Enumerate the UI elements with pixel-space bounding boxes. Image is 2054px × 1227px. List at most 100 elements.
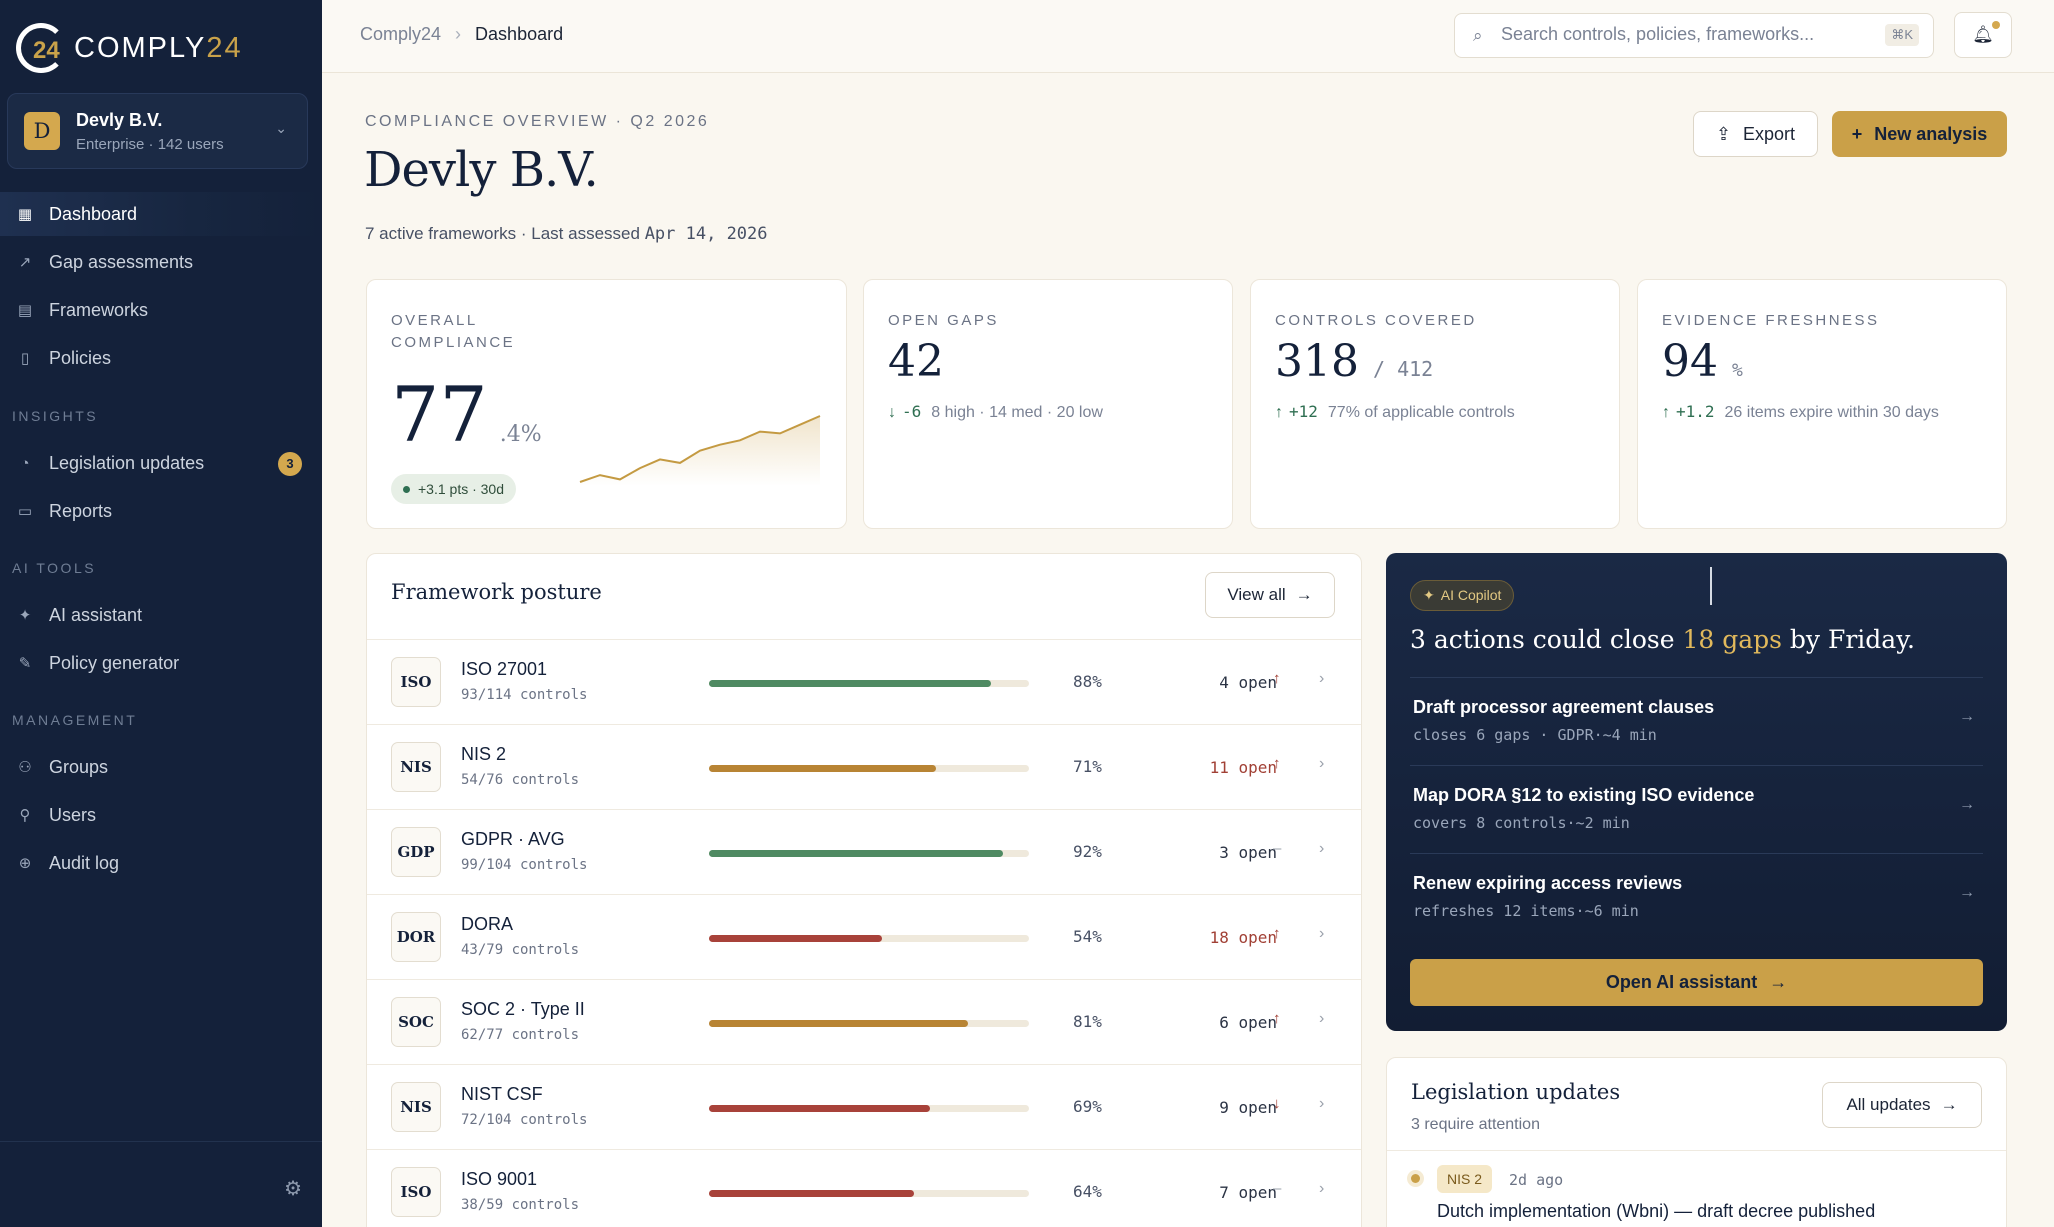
open-count: 6 open (1219, 1013, 1277, 1032)
framework-controls: 99/104 controls (461, 857, 588, 873)
breadcrumb-root[interactable]: Comply24 (360, 24, 442, 44)
trend-icon: ↗ (18, 254, 32, 271)
legislation-item[interactable]: NIS 2 2d ago Dutch implementation (Wbni)… (1387, 1150, 2006, 1227)
nav-section-insights: INSIGHTS (12, 408, 99, 424)
sidebar-item-gap-assessments[interactable]: ↗ Gap assessments (0, 240, 322, 284)
report-icon: ▭ (17, 503, 33, 520)
framework-name: DORA (461, 914, 514, 934)
grid-icon: ▦ (17, 206, 33, 223)
framework-percent: 92% (1073, 842, 1102, 861)
audit-icon: ⊕ (18, 855, 32, 872)
sidebar-item-policies[interactable]: ▯ Policies (0, 336, 322, 380)
kpi-value: 77.4% (391, 370, 542, 459)
trend-pill: +3.1 pts · 30d (391, 474, 517, 504)
framework-badge: NIS (391, 1082, 441, 1132)
arrow-right-icon: → (1959, 708, 1975, 725)
open-count: 9 open (1219, 1098, 1277, 1117)
trend-icon: ↑ (1273, 755, 1281, 772)
kpi-evidence-freshness: EVIDENCE FRESHNESS 94 % ↑ +1.2 26 items ex… (1637, 279, 2007, 529)
framework-row[interactable]: ISO ISO 27001 93/114 controls 88% 4 open ↑ › (367, 639, 1361, 724)
bell-icon: 🔔︎ (1972, 25, 1994, 44)
view-all-button[interactable]: View all → (1205, 572, 1335, 618)
framework-row[interactable]: SOC SOC 2 · Type II 62/77 controls 81% 6 ope… (367, 979, 1361, 1064)
ai-action-item[interactable]: Map DORA §12 to existing ISO evidence cov… (1410, 765, 1983, 853)
export-button[interactable]: ⇪ Export (1693, 111, 1818, 157)
progress-fill (709, 765, 937, 772)
nav-section-management: MANAGEMENT (12, 712, 138, 728)
kpi-overall-compliance: OVERALL COMPLIANCE 77.4% +3.1 pts · 30d (366, 279, 847, 529)
framework-row[interactable]: DOR DORA 43/79 controls 54% 18 open ↑ › (367, 894, 1361, 979)
ai-action-meta: covers 8 controls·~2 min (1413, 814, 1630, 832)
framework-row[interactable]: NIS NIS 2 54/76 controls 71% 11 open ↑ › (367, 724, 1361, 809)
arrow-right-icon: → (1959, 884, 1975, 901)
sidebar-item-dashboard[interactable]: ▦ Dashboard (0, 192, 322, 236)
framework-row[interactable]: ISO ISO 9001 38/59 controls 64% 7 open – › (367, 1149, 1361, 1227)
progress-fill (709, 680, 991, 687)
chevron-right-icon: › (1319, 840, 1325, 857)
trend-icon: ↓ (1273, 1095, 1281, 1112)
breadcrumb-current: Dashboard (475, 24, 564, 44)
open-count: 3 open (1219, 843, 1277, 862)
sidebar-item-legislation-updates[interactable]: ◔ Legislation updates 3 (0, 441, 322, 485)
all-updates-button[interactable]: All updates → (1822, 1082, 1982, 1128)
kpi-open-gaps: OPEN GAPS 42 ↓ -6 8 high · 14 med · 20 low (863, 279, 1233, 529)
progress-bar (709, 1020, 1029, 1027)
sidebar-item-label: Gap assessments (49, 251, 194, 272)
sidebar-item-reports[interactable]: ▭ Reports (0, 489, 322, 533)
open-ai-assistant-button[interactable]: Open AI assistant → (1410, 959, 1983, 1006)
framework-badge: ISO (391, 657, 441, 707)
brand-logo[interactable]: 24 COMPLY24 (16, 22, 243, 74)
sidebar: 24 COMPLY24 D Devly B.V. Enterprise · 14… (0, 0, 322, 1227)
framework-row[interactable]: NIS NIST CSF 72/104 controls 69% 9 open ↓ › (367, 1064, 1361, 1149)
compliance-sparkline (579, 415, 821, 486)
framework-controls: 62/77 controls (461, 1027, 580, 1043)
framework-name: ISO 9001 (461, 1169, 538, 1189)
new-analysis-button[interactable]: + New analysis (1832, 111, 2007, 157)
logo-text: COMPLY24 (74, 31, 243, 64)
progress-bar (709, 935, 1029, 942)
trend-icon: ↑ (1273, 670, 1281, 687)
search-icon: ⌕ (1473, 26, 1483, 45)
ai-action-meta: refreshes 12 items·~6 min (1413, 902, 1639, 920)
sidebar-item-frameworks[interactable]: ▤ Frameworks (0, 288, 322, 332)
chevron-right-icon: › (1319, 925, 1325, 942)
pen-icon: ✎ (18, 655, 32, 672)
ai-copilot-panel: ✦ AI Copilot 3 actions could close 18 gap… (1386, 553, 2007, 1031)
panel-subtitle: 3 require attention (1411, 1116, 1540, 1133)
breadcrumb: Comply24 › Dashboard (360, 24, 563, 45)
arrow-right-icon: → (1959, 796, 1975, 813)
ai-headline: 3 actions could close 18 gaps by Friday. (1410, 625, 1915, 654)
sidebar-item-users[interactable]: ⚲ Users (0, 793, 322, 837)
framework-tag: NIS 2 (1437, 1165, 1493, 1193)
progress-bar (709, 680, 1029, 687)
kpi-label: OPEN GAPS (888, 312, 999, 329)
sidebar-item-policy-generator[interactable]: ✎ Policy generator (0, 641, 322, 685)
document-icon: ▯ (20, 350, 30, 367)
ai-action-item[interactable]: Renew expiring access reviews refreshes 1… (1410, 853, 1983, 941)
ai-action-title: Draft processor agreement clauses (1413, 697, 1715, 717)
chevron-right-icon: › (1319, 1180, 1325, 1197)
search-shortcut: ⌘K (1885, 24, 1919, 46)
page-kicker: COMPLIANCE OVERVIEW · Q2 2026 (365, 113, 710, 130)
org-avatar: D (24, 112, 60, 150)
search-input[interactable] (1501, 24, 1861, 45)
framework-percent: 54% (1073, 927, 1102, 946)
kpi-value: 42 (888, 336, 944, 387)
sidebar-item-label: AI assistant (49, 604, 143, 625)
org-switcher[interactable]: D Devly B.V. Enterprise · 142 users ⌄ (7, 93, 308, 169)
framework-controls: 38/59 controls (461, 1197, 580, 1213)
sidebar-item-ai-assistant[interactable]: ✦ AI assistant (0, 593, 322, 637)
notifications-button[interactable]: 🔔︎ (1954, 12, 2012, 58)
framework-name: ISO 27001 (461, 659, 548, 679)
bell-icon: ◔ (20, 454, 30, 472)
sidebar-item-audit-log[interactable]: ⊕ Audit log (0, 841, 322, 885)
framework-row[interactable]: GDP GDPR · AVG 99/104 controls 92% 3 open – › (367, 809, 1361, 894)
gear-icon[interactable]: ⚙ (284, 1178, 302, 1200)
progress-fill (709, 935, 882, 942)
framework-badge: SOC (391, 997, 441, 1047)
ai-action-item[interactable]: Draft processor agreement clauses closes … (1410, 677, 1983, 765)
open-count: 7 open (1219, 1183, 1277, 1202)
framework-name: GDPR · AVG (461, 829, 565, 849)
sidebar-item-groups[interactable]: ⚇ Groups (0, 745, 322, 789)
sidebar-item-label: Legislation updates (49, 452, 205, 473)
